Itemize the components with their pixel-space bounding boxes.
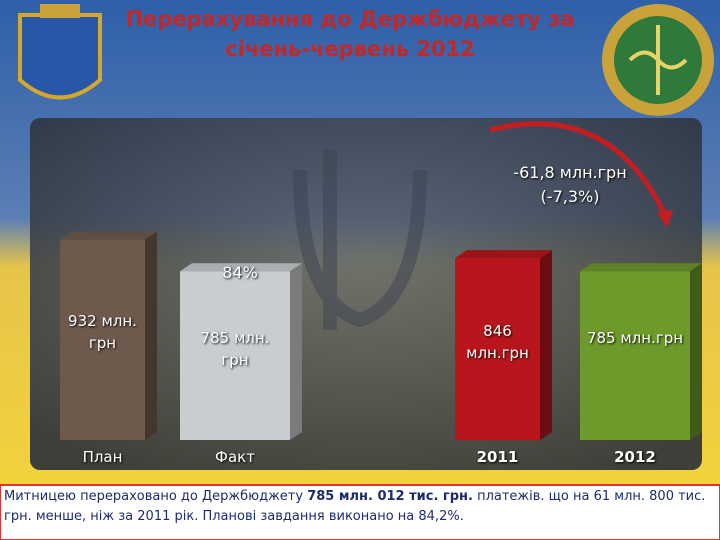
bar-side xyxy=(540,250,552,440)
category-label: Факт xyxy=(215,448,255,466)
category-label: 2012 xyxy=(614,448,656,466)
value-label: 846 млн.грн xyxy=(466,321,529,362)
bar-top xyxy=(60,231,157,240)
bar-top xyxy=(455,250,552,259)
bar xyxy=(580,271,690,440)
category-label: План xyxy=(82,448,123,466)
annotation: -61,8 млн.грн xyxy=(513,163,627,182)
customs-crest xyxy=(602,4,714,116)
bar-top xyxy=(180,263,302,272)
category-label: 2011 xyxy=(476,448,519,466)
city-crest xyxy=(18,4,102,100)
annotation: 84% xyxy=(222,263,258,282)
value-label: 932 млн. грн xyxy=(68,311,137,352)
footer-text: Митницею перераховано до Держбюджету xyxy=(4,489,308,504)
value-label: 785 млн. грн xyxy=(200,329,270,370)
bar-top xyxy=(580,263,702,272)
arrow xyxy=(489,121,668,217)
bar xyxy=(60,239,145,440)
bar xyxy=(455,258,540,440)
bar-side xyxy=(690,263,702,440)
bar xyxy=(180,271,290,440)
arrow-head xyxy=(657,210,673,228)
footer-bold: 785 млн. 012 тис. грн. xyxy=(307,489,473,504)
footer-text: платежів. що на 61 млн. 800 тис. грн. ме… xyxy=(4,489,706,524)
bar-side xyxy=(290,263,302,440)
value-label: 785 млн.грн xyxy=(586,329,684,348)
footer: Митницею перераховано до Держбюджету 785… xyxy=(4,487,716,527)
footer-box xyxy=(0,484,720,540)
title: Перерахування до Держбюджету за січень-ч… xyxy=(125,7,575,61)
bar-side xyxy=(145,231,157,440)
annotation: (-7,3%) xyxy=(540,187,600,206)
trident xyxy=(293,150,427,330)
